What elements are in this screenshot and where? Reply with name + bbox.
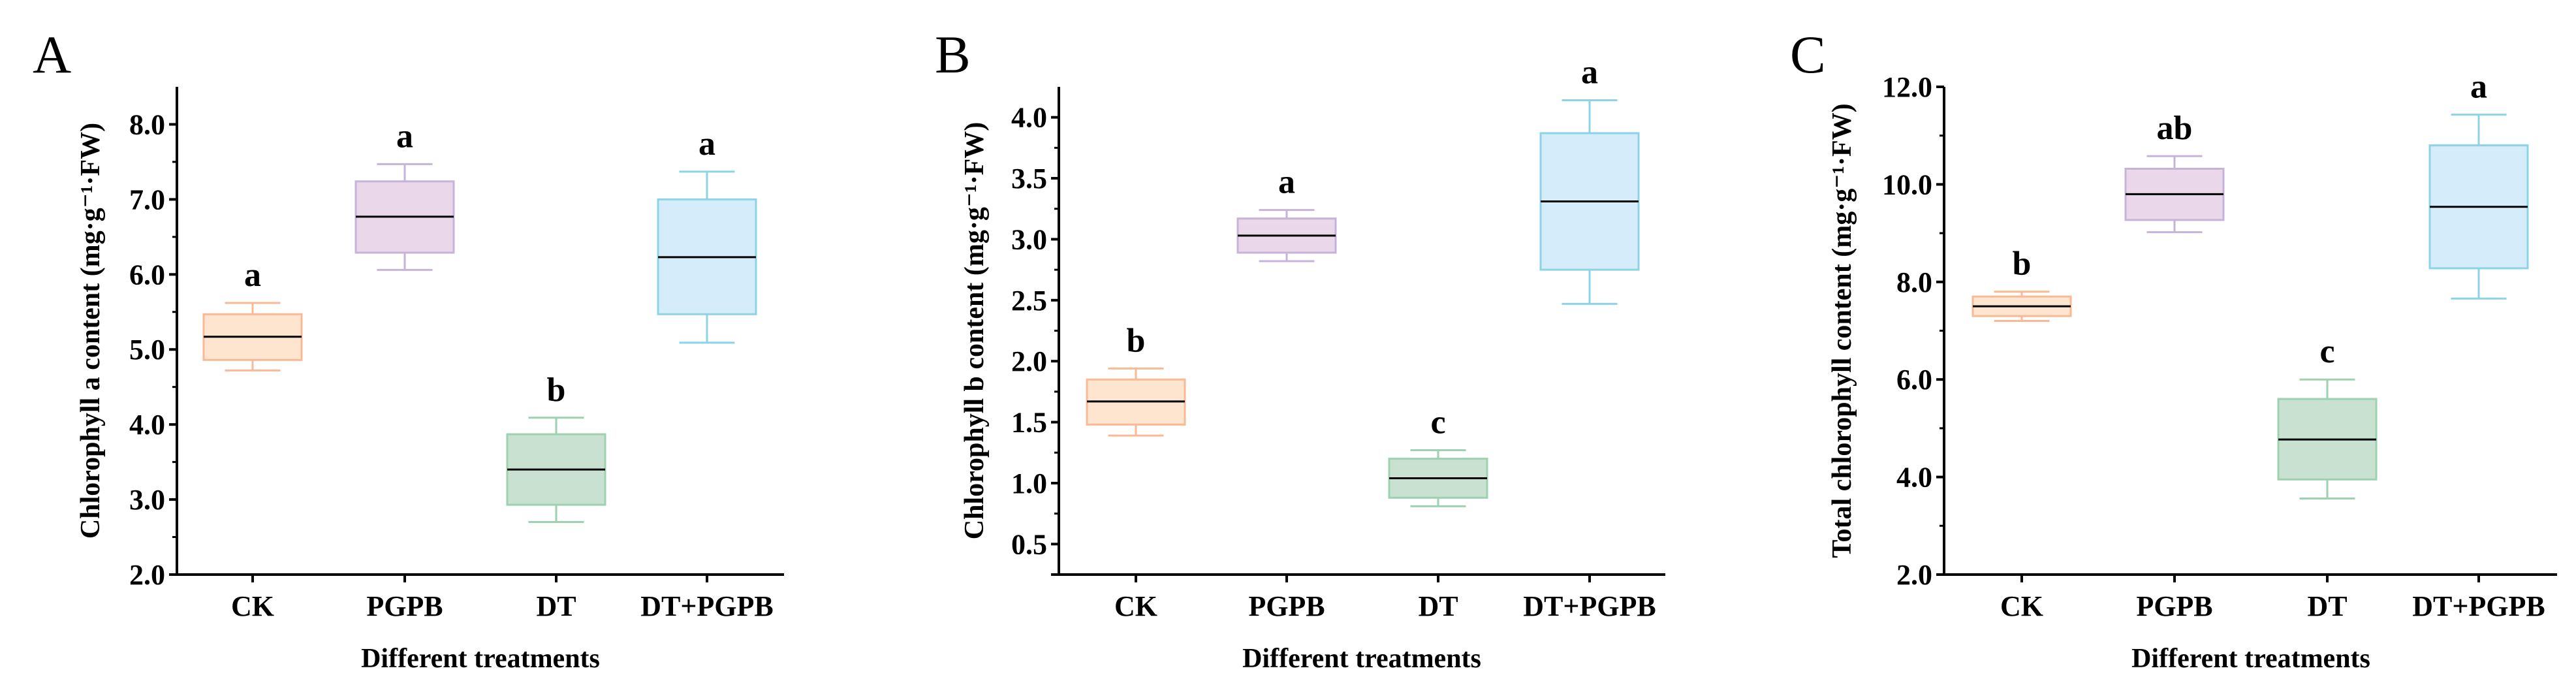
significance-letter: b xyxy=(2013,245,2032,283)
y-tick-label: 4.0 xyxy=(1011,102,1047,134)
x-tick-label: PGPB xyxy=(2136,590,2212,622)
panel-c: C 2.0 4.0 6.0 8.0 10.0 12.0 Total chlorophyll c… xyxy=(1790,25,2557,674)
box-dt-pgpb: a xyxy=(657,125,757,344)
y-tick-label: 12.0 xyxy=(1882,71,1932,103)
y-tick-label: 3.0 xyxy=(1011,223,1047,255)
significance-letter: c xyxy=(1430,404,1445,441)
x-tick-label: DT+PGPB xyxy=(1523,590,1656,622)
x-tick-label: CK xyxy=(231,590,274,622)
y-tick-label: 10.0 xyxy=(1882,168,1932,200)
x-axis-title: Different treatments xyxy=(1242,644,1481,674)
y-axis-title: Chlorophyll b content (mg·g⁻¹·FW) xyxy=(960,122,990,540)
y-tick-label: 5.0 xyxy=(129,334,165,366)
x-tick-label: CK xyxy=(2000,590,2043,622)
box-dt-pgpb: a xyxy=(2428,69,2529,300)
panel-label: C xyxy=(1790,25,1826,84)
x-axis-title: Different treatments xyxy=(361,644,600,674)
significance-letter: a xyxy=(1278,164,1295,201)
x-tick-label: DT+PGPB xyxy=(2412,590,2545,622)
box-dt-pgpb: a xyxy=(1539,54,1640,305)
panel-label: A xyxy=(33,25,71,84)
x-axis-title: Different treatments xyxy=(2131,644,2370,674)
y-tick-label: 4.0 xyxy=(1896,462,1932,494)
significance-letter: a xyxy=(244,257,261,294)
panel-b: B 0.5 1.0 1.5 2.0 2.5 3.0 3.5 4.0 Chlorophyll b c… xyxy=(935,25,1665,674)
box-dt: b xyxy=(506,372,606,524)
significance-letter: ab xyxy=(2157,110,2193,147)
significance-letter: a xyxy=(396,118,413,155)
significance-letter: c xyxy=(2319,333,2334,370)
box-pgpb: a xyxy=(1236,164,1337,262)
y-tick-label: 0.5 xyxy=(1011,528,1047,560)
box-ck: b xyxy=(1971,245,2072,323)
box-pgpb: a xyxy=(354,118,455,271)
y-tick-label: 8.0 xyxy=(129,108,165,140)
y-tick-label: 1.0 xyxy=(1011,467,1047,499)
box-ck: a xyxy=(202,257,303,372)
y-axis-title: Chlorophyll a content (mg·g⁻¹·FW) xyxy=(76,123,106,539)
box-dt: c xyxy=(1388,404,1488,507)
y-tick-label: 6.0 xyxy=(1896,364,1932,396)
box-pgpb: ab xyxy=(2124,110,2225,234)
significance-letter: a xyxy=(2470,69,2487,106)
x-tick-label: DT xyxy=(536,590,576,622)
box-ck: b xyxy=(1086,322,1186,437)
y-tick-label: 1.5 xyxy=(1011,407,1047,439)
x-tick-label: CK xyxy=(1114,590,1157,622)
y-axis-title: Total chlorophyll content (mg·g⁻¹·FW) xyxy=(1827,103,1857,558)
significance-letter: b xyxy=(547,372,566,409)
y-tick-label: 3.5 xyxy=(1011,163,1047,195)
y-tick-label: 2.0 xyxy=(129,559,165,591)
x-tick-label: PGPB xyxy=(1248,590,1325,622)
y-tick-label: 7.0 xyxy=(129,183,165,215)
box-dt: c xyxy=(2277,333,2378,499)
x-tick-label: DT xyxy=(1418,590,1458,622)
y-tick-label: 4.0 xyxy=(129,409,165,441)
significance-letter: b xyxy=(1127,322,1146,359)
panel-a: A 2.0 3.0 4.0 5.0 6.0 7.0 8.0 Chlorophyll a cont… xyxy=(33,25,784,674)
panel-label: B xyxy=(935,25,971,84)
x-tick-label: DT+PGPB xyxy=(640,590,774,622)
x-tick-label: DT xyxy=(2307,590,2347,622)
significance-letter: a xyxy=(1581,54,1598,91)
y-tick-label: 6.0 xyxy=(129,259,165,291)
y-tick-label: 3.0 xyxy=(129,484,165,516)
y-tick-label: 2.0 xyxy=(1896,559,1932,591)
x-tick-label: PGPB xyxy=(366,590,443,622)
y-tick-label: 2.5 xyxy=(1011,285,1047,317)
y-tick-label: 8.0 xyxy=(1896,266,1932,298)
y-tick-label: 2.0 xyxy=(1011,345,1047,377)
significance-letter: a xyxy=(699,125,715,163)
